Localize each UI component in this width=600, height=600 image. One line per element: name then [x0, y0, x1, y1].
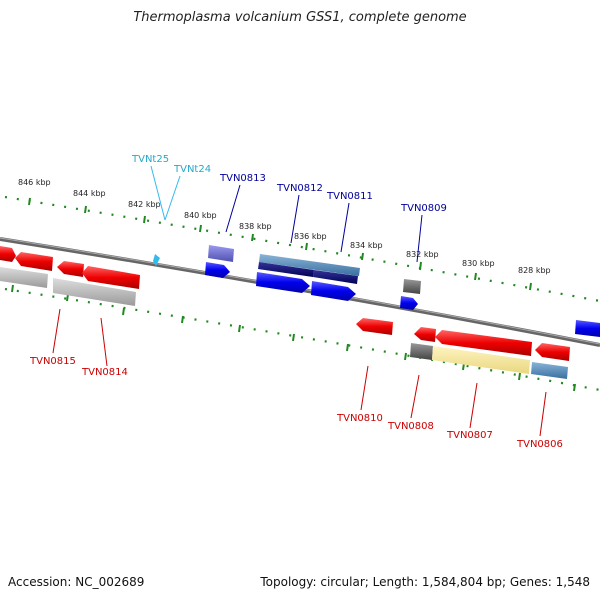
gene-label-tvn0812[interactable]: TVN0812	[276, 183, 323, 194]
gene-label-tvn0815[interactable]: TVN0815	[29, 356, 76, 367]
reverse-gene-arrow[interactable]	[57, 261, 84, 277]
gene-label-tvn0810[interactable]: TVN0810	[336, 413, 383, 424]
scale-label: 844 kbp	[73, 189, 106, 198]
gene-label-tvn0811[interactable]: TVN0811	[326, 191, 373, 202]
rna-gene-marker[interactable]	[153, 254, 160, 266]
forward-gene-arrow[interactable]	[256, 272, 310, 293]
reverse-gene-arrow[interactable]	[356, 318, 393, 335]
outer-scale-ring	[4, 195, 600, 303]
gene-label-tvn0806[interactable]: TVN0806	[516, 439, 563, 450]
scale-label: 828 kbp	[518, 266, 551, 275]
leader-lines	[52, 165, 547, 437]
forward-gene-block[interactable]	[208, 245, 234, 262]
genome-summary-text: Topology: circular; Length: 1,584,804 bp…	[260, 575, 590, 589]
gene-label-tvn0808[interactable]: TVN0808	[387, 421, 434, 432]
scale-label: 842 kbp	[128, 200, 161, 209]
pseudo-gene-block[interactable]	[432, 346, 530, 374]
scale-label: 832 kbp	[406, 250, 439, 259]
scale-labels: 846 kbp 844 kbp 842 kbp 840 kbp 838 kbp …	[18, 178, 551, 275]
gene-label-tvn0814[interactable]: TVN0814	[81, 367, 128, 378]
scale-label: 836 kbp	[294, 232, 327, 241]
pseudo-gene-block[interactable]	[410, 343, 433, 360]
forward-gene-arrow[interactable]	[311, 281, 356, 301]
pseudo-gene-block[interactable]	[0, 267, 48, 288]
gene-label-tvn0807[interactable]: TVN0807	[446, 430, 493, 441]
forward-gene-block[interactable]	[531, 362, 568, 379]
gene-label-tvn0809[interactable]: TVN0809	[400, 203, 447, 214]
scale-label: 834 kbp	[350, 241, 383, 250]
reverse-gene-arrow[interactable]	[15, 252, 53, 271]
forward-gene-arrow[interactable]	[205, 262, 230, 278]
forward-gene-block[interactable]	[258, 262, 314, 277]
scale-label: 840 kbp	[184, 211, 217, 220]
outer-major-ticks	[28, 197, 532, 291]
reverse-gene-arrow[interactable]	[414, 327, 436, 342]
scale-label: 830 kbp	[462, 259, 495, 268]
reverse-gene-arrow[interactable]	[435, 330, 532, 356]
reverse-gene-arrow[interactable]	[0, 246, 16, 262]
scale-label: 846 kbp	[18, 178, 51, 187]
gene-label-tvn0813[interactable]: TVN0813	[219, 173, 266, 184]
reverse-gene-arrow[interactable]	[535, 343, 570, 361]
gene-labels: TVNt25 TVNt24 TVN0813 TVN0812 TVN0811 TV…	[29, 154, 563, 450]
forward-gene-block[interactable]	[403, 279, 421, 294]
forward-gene-arrow[interactable]	[575, 320, 600, 337]
gene-label-tvnt24[interactable]: TVNt24	[173, 164, 211, 175]
genome-title: Thermoplasma volcanium GSS1, complete ge…	[133, 10, 467, 25]
forward-gene-block[interactable]	[259, 254, 360, 276]
gene-label-tvnt25[interactable]: TVNt25	[131, 154, 169, 165]
inner-scale-ring	[4, 287, 600, 392]
scale-label: 838 kbp	[239, 222, 272, 231]
forward-gene-block[interactable]	[313, 270, 358, 284]
accession-text: Accession: NC_002689	[8, 575, 145, 589]
reverse-gene-arrow[interactable]	[82, 266, 140, 289]
forward-gene-arrow[interactable]	[400, 296, 418, 310]
pseudo-gene-block[interactable]	[53, 278, 136, 306]
